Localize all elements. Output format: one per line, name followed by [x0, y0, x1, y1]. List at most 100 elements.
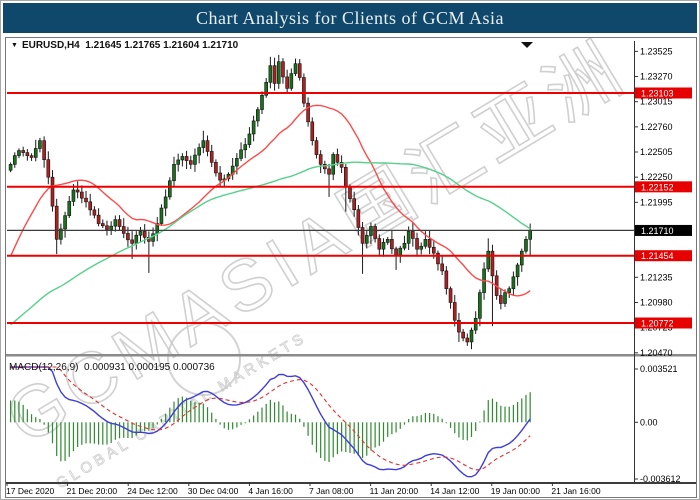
candle-up [193, 154, 197, 165]
candle-up [469, 329, 474, 343]
macd-histogram-bar [299, 418, 301, 423]
macd-histogram-bar [290, 413, 292, 423]
macd-histogram-bar [508, 406, 510, 423]
macd-histogram-bar [349, 422, 351, 453]
candle-down [105, 225, 109, 230]
price-tick-label: 1.21995 [640, 197, 673, 207]
macd-histogram-bar [466, 422, 468, 441]
macd-histogram-bar [341, 422, 343, 452]
time-tick-label: 30 Dec 04:00 [188, 486, 239, 496]
candle-up [503, 292, 507, 304]
candle-down [343, 166, 348, 188]
time-tick-label: 17 Dec 2020 [6, 486, 54, 496]
candle-down [218, 172, 222, 181]
candle-up [180, 156, 185, 161]
macd-histogram-bar [257, 411, 259, 423]
candle-up [385, 239, 390, 243]
macd-histogram-bar [324, 422, 326, 461]
macd-histogram-bar [366, 422, 368, 456]
current-price-badge [635, 224, 692, 236]
candle-up [528, 230, 532, 240]
time-tick-label: 14 Jan 12:00 [430, 486, 479, 496]
candle-up [293, 63, 298, 74]
candle-down [214, 162, 218, 174]
candle-down [100, 223, 105, 227]
candle-up [67, 201, 72, 216]
macd-tick-label: 0.003521 [640, 364, 678, 374]
candle-up [419, 245, 424, 250]
time-axis: 17 Dec 2020 21 Dec 20:00 24 Dec 12:00 30 De… [6, 482, 601, 496]
macd-histogram-bar [77, 422, 79, 447]
macd-histogram-bar [248, 419, 251, 423]
price-badge-label: 1.22152 [641, 182, 674, 192]
candles-group [8, 54, 532, 350]
candle-down [327, 168, 331, 175]
macd-histogram-bar [223, 422, 225, 429]
macd-histogram-bar [475, 422, 477, 432]
macd-histogram-bar [51, 422, 54, 444]
candle-up [243, 144, 248, 151]
macd-histogram-bar [169, 407, 171, 423]
candle-up [12, 155, 17, 165]
candle-down [444, 270, 449, 289]
macd-histogram-bar [131, 422, 133, 438]
macd-signal-line [10, 366, 531, 471]
candle-up [8, 164, 13, 171]
macd-histogram-bar [445, 422, 447, 424]
candle-up [515, 264, 520, 278]
candle-down [302, 77, 306, 104]
macd-histogram-bar [458, 422, 460, 438]
price-tick-label: 1.23525 [640, 46, 673, 56]
candle-up [398, 247, 403, 256]
macd-histogram-bar [47, 422, 49, 433]
macd-histogram-bar [68, 422, 70, 457]
macd-histogram-bar [315, 422, 318, 453]
chart-border [5, 37, 697, 498]
macd-histogram-bar [18, 401, 20, 423]
price-badge-label: 1.20772 [641, 318, 674, 328]
macd-histogram-bar [403, 422, 406, 425]
macd-histogram-bar [470, 422, 473, 437]
candle-down [142, 231, 147, 238]
candle-down [46, 159, 51, 178]
macd-histogram-bar [110, 422, 112, 443]
chart-shift-marker[interactable] [521, 42, 533, 48]
candle-up [59, 228, 63, 240]
macd-histogram-bar [491, 398, 494, 423]
candle-up [17, 150, 21, 156]
macd-histogram-bar [320, 422, 322, 458]
symbol-dropdown-icon[interactable]: ▼ [11, 42, 18, 49]
price-badge-label: 1.23103 [641, 89, 674, 99]
macd-histogram-bar [353, 422, 355, 454]
candle-down [75, 189, 80, 193]
macd-histogram-bar [370, 422, 372, 451]
macd-histogram-bar [261, 407, 263, 423]
macd-histogram-bar [420, 415, 422, 423]
price-badge-label: 1.21710 [641, 226, 674, 236]
candle-down [310, 121, 315, 141]
candle-down [499, 295, 503, 304]
macd-histogram-bar [462, 422, 464, 440]
candle-down [335, 154, 340, 163]
macd-histogram-bar [294, 414, 297, 423]
macd-values: 0.000931 0.000195 0.000736 [84, 362, 215, 373]
macd-histogram-bar [487, 400, 489, 423]
candle-down [80, 191, 84, 199]
macd-histogram-bar [437, 416, 439, 423]
macd-histogram-bar [35, 417, 37, 423]
symbol-header: ▼ EURUSD,H4 1.21645 1.21765 1.21604 1.217… [11, 40, 238, 51]
price-tick-label: 1.20470 [640, 348, 673, 358]
macd-histogram-bar [93, 422, 95, 444]
macd-histogram-bar [357, 422, 359, 456]
price-tick-label: 1.23015 [640, 97, 673, 107]
candle-down [377, 238, 382, 250]
sr-price-badge [635, 317, 692, 329]
candle-down [84, 197, 88, 203]
macd-histogram-bar [156, 422, 158, 425]
macd-histogram-bar [190, 400, 192, 423]
macd-histogram-bar [165, 413, 167, 423]
chart-window[interactable]: ▼ EURUSD,H4 1.21645 1.21765 1.21604 1.217… [5, 37, 697, 498]
macd-main-line [10, 366, 531, 478]
candle-down [285, 76, 289, 89]
